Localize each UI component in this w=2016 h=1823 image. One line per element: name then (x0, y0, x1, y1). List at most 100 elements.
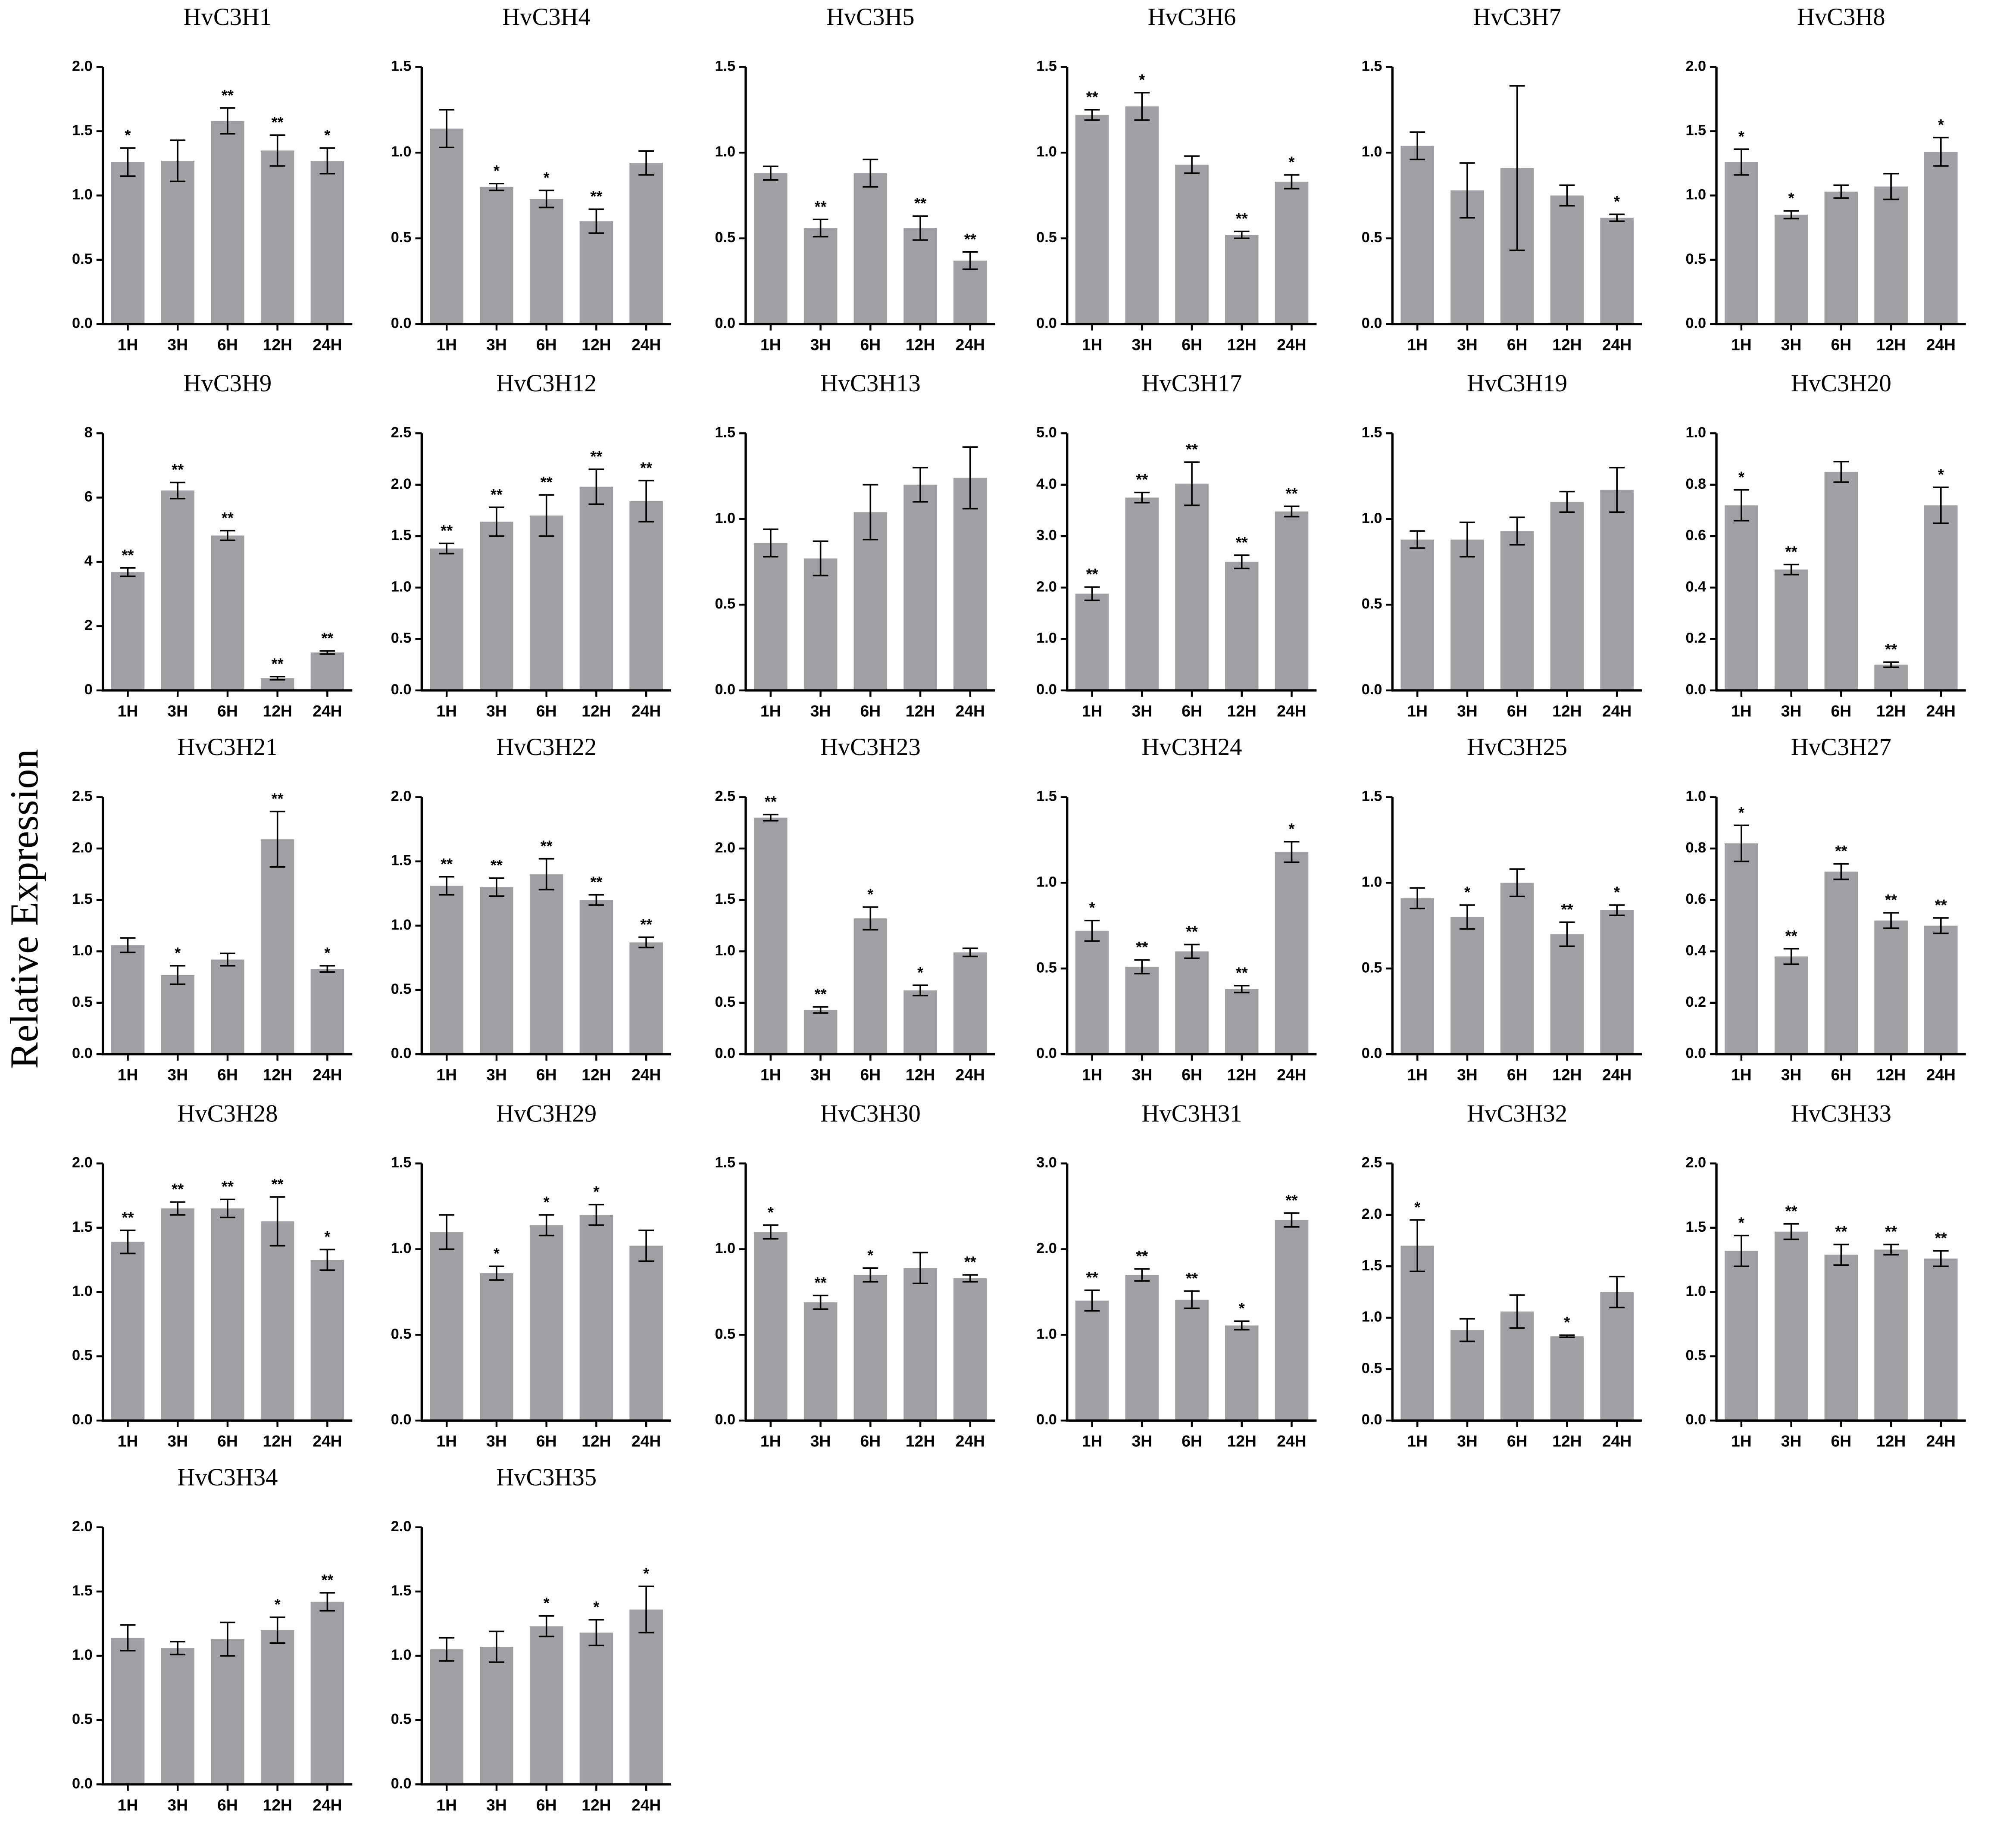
axes (101, 67, 353, 325)
bar (1874, 1249, 1908, 1421)
bar (1550, 502, 1584, 690)
x-tick-label: 1H (1731, 702, 1752, 720)
y-tick-label: 2.0 (1036, 1240, 1057, 1257)
y-tick-label: 0.0 (1036, 1411, 1057, 1428)
y-tick-label: 1.0 (1036, 1326, 1057, 1342)
error-bar (588, 1619, 604, 1646)
x-tick-label: 3H (810, 335, 831, 353)
error-bar (439, 1637, 455, 1662)
error-bar (1783, 563, 1799, 576)
x-tick-label: 3H (1457, 1432, 1478, 1450)
significance-label: * (867, 1247, 873, 1264)
x-tick-label: 24H (956, 702, 985, 720)
y-tick-label: 1.0 (72, 1647, 93, 1663)
bar (579, 487, 613, 690)
y-tick-label: 2 (84, 617, 93, 634)
x-tick-label: 6H (1181, 1432, 1202, 1450)
error-bar (1933, 486, 1949, 524)
error-bar (1284, 506, 1300, 518)
error-bar (1460, 521, 1475, 558)
error-bar (269, 1196, 285, 1247)
x-tick-label: 3H (1131, 1066, 1152, 1084)
y-tick-label: 1.0 (1362, 1309, 1382, 1325)
error-bar (913, 984, 928, 996)
axes (1715, 797, 1966, 1055)
bar (579, 1633, 613, 1785)
x-tick-label: 12H (1227, 335, 1256, 353)
significance-label: ** (1935, 1230, 1947, 1247)
error-bar (1134, 92, 1150, 121)
bar (853, 918, 888, 1055)
y-tick-label: 1.5 (1362, 58, 1382, 74)
error-bar (1084, 920, 1100, 942)
significance-label: ** (1086, 1269, 1098, 1286)
x-tick-label: 12H (1552, 702, 1582, 720)
x-tick-label: 1H (1731, 1432, 1752, 1450)
bar (529, 199, 563, 324)
significance-label: * (593, 1598, 599, 1616)
y-tick-label: 2.0 (715, 840, 735, 856)
error-bar (538, 1214, 554, 1236)
error-bar (813, 1006, 828, 1014)
significance-label: ** (491, 486, 503, 503)
x-tick-label: 3H (167, 1066, 188, 1084)
x-tick-label: 12H (1876, 1066, 1906, 1084)
bar (1450, 539, 1484, 690)
y-tick-label: 0.0 (391, 1775, 412, 1792)
chart-title: HvC3H32 (1467, 1100, 1567, 1127)
x-tick-label: 1H (436, 1796, 457, 1814)
bar (529, 1626, 563, 1785)
significance-label: ** (640, 916, 652, 933)
x-tick-label: 3H (1131, 1432, 1152, 1450)
error-bar (763, 165, 778, 181)
bar (1175, 165, 1209, 324)
y-tick-label: 0.0 (715, 1045, 735, 1061)
y-tick-label: 0.0 (391, 681, 412, 698)
significance-label: ** (172, 461, 184, 478)
x-tick-label: 6H (860, 1432, 881, 1450)
error-bar (763, 814, 778, 822)
bar (1774, 956, 1808, 1055)
x-tick-label: 1H (760, 1432, 781, 1450)
bar (1225, 1325, 1259, 1421)
significance-label: * (867, 886, 873, 903)
bar (953, 478, 987, 690)
significance-label: * (324, 1228, 330, 1246)
bar (1175, 484, 1209, 690)
y-tick-label: 0.5 (391, 630, 412, 646)
y-tick-label: 1.5 (1685, 1219, 1706, 1235)
significance-label: ** (272, 656, 284, 673)
x-tick-label: 12H (581, 335, 611, 353)
axes (420, 1527, 672, 1786)
error-bar (1410, 131, 1425, 160)
chart-title: HvC3H7 (1473, 4, 1561, 31)
y-tick-label: 1.5 (1362, 788, 1382, 805)
significance-label: ** (815, 986, 827, 1003)
x-tick-label: 6H (1181, 335, 1202, 353)
error-bar (1833, 1243, 1849, 1266)
bar (1125, 967, 1159, 1055)
y-tick-label: 6 (84, 489, 93, 505)
bar (1500, 1311, 1534, 1421)
y-tick-label: 2.0 (391, 1518, 412, 1535)
chart-title: HvC3H30 (820, 1100, 921, 1127)
axes (101, 1527, 353, 1786)
x-tick-label: 3H (1781, 702, 1802, 720)
y-tick-label: 5.0 (1036, 424, 1057, 440)
y-tick-label: 0.5 (391, 1711, 412, 1727)
y-tick-label: 0.0 (1036, 1045, 1057, 1061)
y-tick-label: 0.0 (715, 1411, 735, 1428)
y-tick-label: 1.0 (72, 943, 93, 959)
error-bar (863, 159, 878, 188)
x-tick-label: 12H (906, 702, 935, 720)
bar (803, 1302, 838, 1421)
significance-label: ** (1236, 210, 1248, 228)
chart-title: HvC3H21 (177, 734, 278, 761)
error-bar (120, 1624, 136, 1651)
significance-label: * (1938, 116, 1944, 134)
x-tick-label: 24H (956, 1066, 985, 1084)
bar (211, 121, 244, 324)
bar (754, 1232, 788, 1421)
x-tick-label: 3H (486, 1796, 507, 1814)
error-bar (1460, 162, 1475, 219)
